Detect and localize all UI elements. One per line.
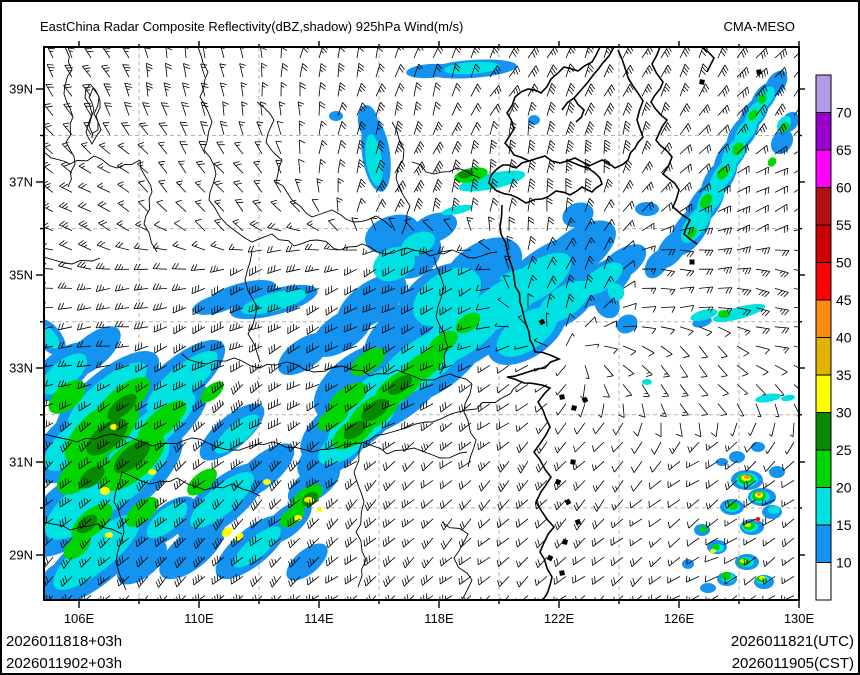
page-title: EastChina Radar Composite Reflectivity(d… (40, 19, 464, 34)
colorbar-segment (815, 262, 832, 301)
reflectivity-shading (44, 59, 799, 600)
lon-tick-label: 110E (184, 611, 214, 626)
axis-ticks (36, 41, 805, 608)
lat-tick-label: 39N (9, 82, 33, 97)
lon-tick-label: 122E (544, 611, 575, 626)
colorbar-tick-label: 20 (836, 480, 852, 496)
map-frame: 39N 37N 35N 33N 31N 29N 106E 110E 114E 118E 122E 12… (9, 41, 815, 627)
init-time-cst: 2026011902+03h (6, 655, 123, 672)
colorbar-segment (815, 562, 832, 601)
colorbar-segment (815, 74, 832, 113)
lon-tick-label: 114E (304, 611, 334, 626)
coastline-layer (488, 47, 715, 600)
lon-tick-label: 118E (424, 611, 454, 626)
colorbar-tick-label: 65 (836, 142, 852, 158)
colorbar-segment (815, 487, 832, 526)
lon-tick-label: 126E (664, 611, 695, 626)
colorbar-tick-label: 60 (836, 180, 852, 196)
lon-tick-label: 106E (64, 611, 95, 626)
lat-tick-label: 31N (9, 455, 33, 470)
colorbar-segment (815, 112, 832, 151)
colorbar-tick-label: 50 (836, 255, 852, 271)
colorbar-segment (815, 149, 832, 188)
lat-tick-label: 33N (9, 361, 33, 376)
lat-tick-label: 37N (9, 175, 33, 190)
colorbar-tick-label: 55 (836, 217, 852, 233)
islands (538, 69, 762, 576)
init-time-utc: 2026011818+03h (6, 633, 123, 650)
model-label: CMA-MESO (723, 19, 796, 34)
map-content (44, 47, 799, 600)
axis-labels: 39N 37N 35N 33N 31N 29N 106E 110E 114E 118E 122E 12… (9, 82, 814, 627)
valid-time-utc: 2026011821(UTC) (730, 633, 854, 650)
colorbar-tick-label: 30 (836, 405, 852, 421)
valid-time-cst: 2026011905(CST) (731, 655, 854, 672)
colorbar-segment (815, 524, 832, 563)
colorbar-tick-label: 35 (836, 367, 852, 383)
colorbar-tick-label: 10 (836, 555, 852, 571)
colorbar-tick-label: 25 (836, 442, 852, 458)
colorbar-segment (815, 337, 832, 376)
province-borders (44, 47, 523, 600)
colorbar-segment (815, 412, 832, 451)
colorbar-segment (815, 374, 832, 413)
colorbar: 70 65 60 55 50 45 40 35 30 25 20 15 10 (815, 74, 852, 601)
colorbar-tick-label: 45 (836, 292, 852, 308)
lat-tick-label: 29N (9, 548, 33, 563)
lon-tick-label: 130E (784, 611, 815, 626)
colorbar-tick-label: 70 (836, 105, 852, 121)
colorbar-tick-label: 15 (836, 517, 852, 533)
colorbar-segment (815, 449, 832, 488)
colorbar-segment (815, 299, 832, 338)
colorbar-segment (815, 187, 832, 226)
lat-tick-label: 35N (9, 268, 33, 283)
colorbar-tick-label: 40 (836, 330, 852, 346)
colorbar-segment (815, 224, 832, 263)
